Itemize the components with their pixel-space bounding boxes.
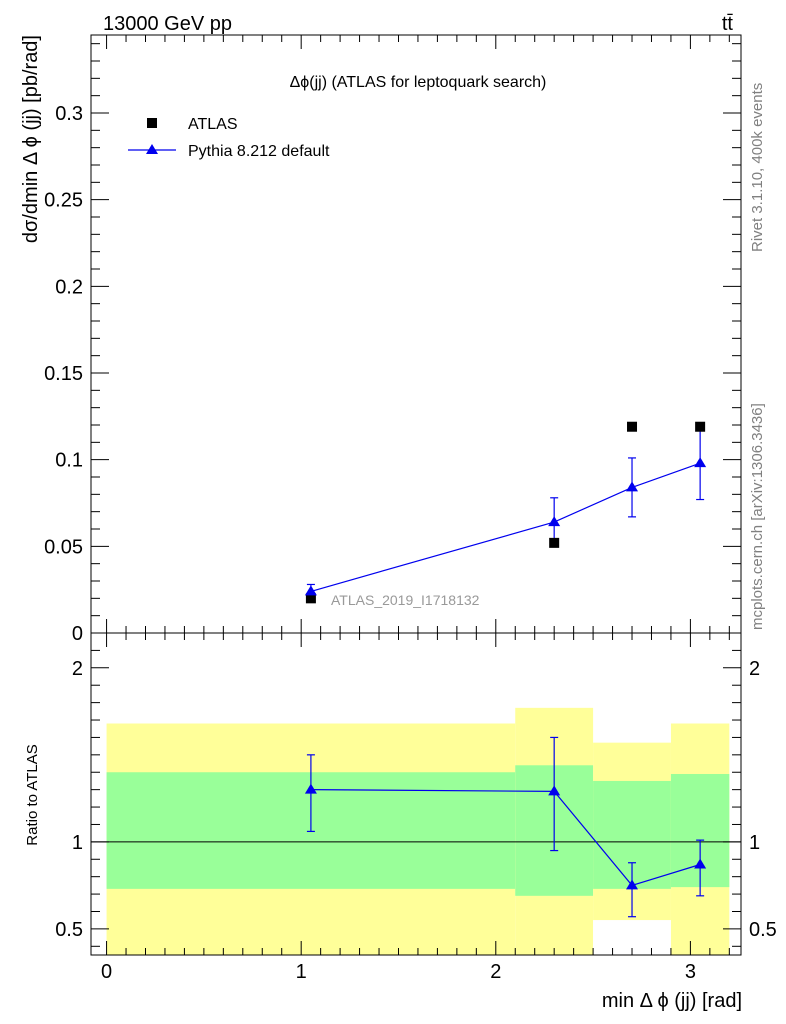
main-ylabel: dσ/dmin Δ ϕ (jj) [pb/rad] bbox=[20, 35, 42, 243]
header-right-label: tt̄ bbox=[722, 13, 734, 35]
legend-atlas-marker bbox=[147, 118, 157, 128]
main-y-tick-label: 0.15 bbox=[44, 363, 83, 385]
legend-pythia-label: Pythia 8.212 default bbox=[188, 143, 330, 160]
pythia-point bbox=[548, 516, 561, 527]
pythia-line bbox=[310, 462, 701, 592]
ratio-y-tick-label-left: 0.5 bbox=[55, 919, 83, 941]
ratio-pythia-point bbox=[304, 783, 317, 794]
x-tick-label: 1 bbox=[296, 961, 307, 983]
pythia-point bbox=[626, 481, 639, 492]
ratio-xlabel: min Δ ϕ (jj) [rad] bbox=[602, 990, 742, 1012]
legend: ATLAS Pythia 8.212 default bbox=[128, 116, 330, 160]
legend-pythia-marker bbox=[146, 144, 158, 154]
main-y-tick-label: 0 bbox=[72, 623, 83, 645]
x-tick-label: 2 bbox=[490, 961, 501, 983]
legend-atlas-label: ATLAS bbox=[188, 116, 238, 133]
ratio-panel: Ratio to ATLAS min Δ ϕ (jj) [rad] 0.5 0.5… bbox=[24, 632, 777, 1012]
ratio-y-tick-label-right: 1 bbox=[749, 832, 760, 854]
main-panel: 0 0.05 0.1 0.15 0.2 0.25 0.3 Δϕ(jj) (ATLAS for … bbox=[20, 34, 742, 645]
ratio-pythia-point bbox=[694, 858, 707, 869]
atlas-point bbox=[695, 421, 706, 432]
rivet-label: Rivet 3.1.10, 400k events bbox=[749, 83, 766, 252]
ratio-ylabel: Ratio to ATLAS bbox=[24, 744, 41, 845]
ratio-bands bbox=[106, 707, 730, 955]
ratio-pythia-point bbox=[548, 785, 561, 796]
ratio-y-tick-label-left: 1 bbox=[72, 832, 83, 854]
atlas-point bbox=[627, 421, 638, 432]
ratio-y-tick-label-right: 0.5 bbox=[749, 919, 777, 941]
header-left-label: 13000 GeV pp bbox=[103, 13, 232, 35]
main-y-tick-label: 0.25 bbox=[44, 190, 83, 212]
pythia-point bbox=[694, 457, 707, 468]
x-tick-label: 0 bbox=[101, 961, 112, 983]
main-title: Δϕ(jj) (ATLAS for leptoquark search) bbox=[290, 74, 547, 91]
ratio-pythia-line bbox=[310, 789, 701, 887]
ratio-plot-frame bbox=[90, 632, 742, 956]
ratio-pythia-point bbox=[626, 879, 639, 890]
mcplots-label: mcplots.cern.ch [arXiv:1306.3436] bbox=[749, 403, 766, 630]
x-tick-label: 3 bbox=[685, 961, 696, 983]
main-y-tick-label: 0.3 bbox=[55, 103, 83, 125]
ratio-y-tick-label-right: 2 bbox=[749, 658, 760, 680]
main-y-tick-label: 0.05 bbox=[44, 536, 83, 558]
main-y-tick-label: 0.1 bbox=[55, 450, 83, 472]
atlas-point bbox=[305, 593, 316, 604]
main-y-tick-label: 0.2 bbox=[55, 276, 83, 298]
ratio-y-tick-label-left: 2 bbox=[72, 658, 83, 680]
pythia-point bbox=[304, 585, 317, 596]
main-watermark: ATLAS_2019_I1718132 bbox=[331, 592, 480, 608]
atlas-point bbox=[549, 537, 560, 548]
